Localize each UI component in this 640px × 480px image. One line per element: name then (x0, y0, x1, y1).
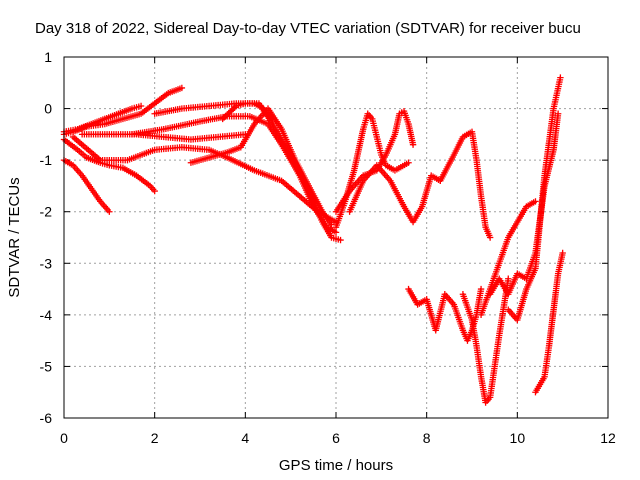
data-series (437, 128, 494, 241)
data-point (554, 110, 562, 117)
data-point (559, 249, 566, 257)
data-point (532, 198, 539, 205)
data-series (505, 74, 564, 324)
data-series (128, 113, 340, 236)
x-tick-label: 10 (510, 430, 526, 446)
x-tick-label: 2 (151, 430, 159, 446)
data-series (78, 131, 249, 143)
data-series (60, 136, 158, 195)
data-point (269, 115, 276, 123)
data-point (557, 74, 564, 81)
data-series (477, 198, 539, 319)
y-tick-label: -4 (40, 307, 53, 323)
x-tick-label: 8 (423, 430, 431, 446)
data-point (106, 208, 113, 215)
y-tick-label: -2 (40, 204, 53, 220)
data-point (178, 84, 186, 92)
data-series (219, 100, 276, 123)
data-point (505, 275, 512, 282)
data-point (405, 159, 412, 166)
data-series (60, 84, 186, 138)
data-point (151, 187, 158, 195)
data-point (337, 236, 344, 244)
x-axis-label: GPS time / hours (279, 457, 393, 474)
data-series (346, 162, 444, 226)
y-axis-label: SDTVAR / TECUs (6, 177, 23, 297)
data-series (532, 249, 566, 396)
y-tick-label: -3 (40, 255, 53, 271)
x-tick-label: 4 (241, 430, 249, 446)
data-point (486, 234, 494, 241)
x-tick-label: 0 (60, 430, 68, 446)
plot-frame (63, 56, 609, 419)
x-tick-label: 6 (332, 430, 340, 446)
chart-title: Day 318 of 2022, Sidereal Day-to-day VTE… (35, 20, 581, 37)
y-tick-label: 1 (44, 49, 52, 65)
data-series (151, 100, 344, 244)
data-series (60, 156, 113, 215)
x-tick-label: 12 (600, 430, 616, 446)
data-series (405, 285, 485, 344)
y-tick-label: 0 (44, 101, 52, 117)
data-point (137, 102, 145, 110)
y-tick-label: -5 (40, 358, 53, 374)
y-tick-label: -1 (40, 152, 53, 168)
data-point (409, 141, 417, 148)
data-points (60, 74, 566, 406)
data-point (477, 285, 485, 293)
y-tick-label: -6 (40, 410, 53, 426)
